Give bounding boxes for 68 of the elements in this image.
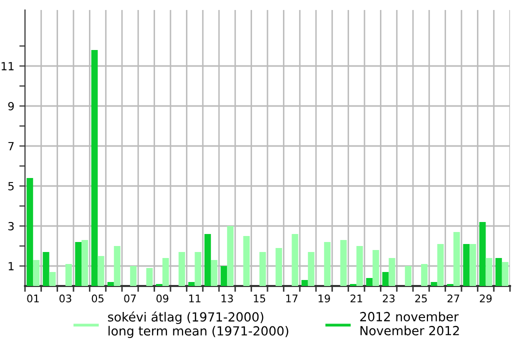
bar xyxy=(146,268,153,286)
bar xyxy=(162,258,169,286)
bar xyxy=(49,272,56,286)
bar xyxy=(178,252,186,286)
x-tick-label: 11 xyxy=(189,294,200,302)
legend-label: sokévi átlag (1971-2000) long term mean (1971-2000) xyxy=(108,311,288,338)
y-tick-label: 3 xyxy=(8,222,14,230)
bar xyxy=(340,240,347,286)
bar xyxy=(301,280,308,286)
bar xyxy=(82,240,88,286)
bar xyxy=(356,246,363,286)
bar xyxy=(421,264,428,286)
bar xyxy=(107,282,114,286)
bar xyxy=(33,260,40,286)
y-tick-label: 1 xyxy=(8,262,14,270)
bar xyxy=(98,256,104,286)
x-tick-label: 25 xyxy=(415,294,427,302)
bar xyxy=(502,262,508,286)
bar xyxy=(486,258,492,286)
bar xyxy=(437,244,444,286)
x-tick-label: 09 xyxy=(156,294,168,302)
bar xyxy=(75,242,82,286)
bar xyxy=(65,264,72,286)
bar xyxy=(227,226,234,286)
x-tick-label: 23 xyxy=(382,294,395,302)
bar xyxy=(388,258,396,286)
x-tick-label: 21 xyxy=(350,294,362,302)
y-tick-label: 5 xyxy=(8,182,14,190)
bar xyxy=(324,242,331,286)
bar xyxy=(463,244,470,286)
bar xyxy=(308,252,314,286)
bar xyxy=(470,244,476,286)
x-tick-label: 05 xyxy=(92,294,104,302)
bar xyxy=(430,282,438,286)
bar xyxy=(220,266,228,286)
x-tick-label: 01 xyxy=(27,294,39,302)
bar xyxy=(210,260,218,286)
bar xyxy=(276,248,282,286)
x-tick-label: 17 xyxy=(286,294,298,302)
bar xyxy=(188,282,195,286)
legend-label: 2012 november November 2012 xyxy=(360,312,459,336)
x-tick-label: 19 xyxy=(318,294,330,302)
x-tick-label: 29 xyxy=(480,294,492,302)
y-tick-label: 7 xyxy=(8,142,14,150)
bar xyxy=(204,234,211,286)
bar xyxy=(453,232,460,286)
bar xyxy=(26,178,34,286)
x-tick-label: 13 xyxy=(222,294,233,302)
bar xyxy=(194,252,202,286)
bar xyxy=(114,246,120,286)
bar xyxy=(372,250,380,286)
bar xyxy=(91,50,98,286)
bar xyxy=(42,252,50,286)
x-tick-label: 15 xyxy=(254,294,266,302)
bar xyxy=(130,266,137,286)
bar xyxy=(243,236,250,286)
x-tick-label: 07 xyxy=(124,294,136,302)
bar xyxy=(404,266,412,286)
bar xyxy=(292,234,298,286)
bar xyxy=(479,222,486,286)
x-tick-label: 27 xyxy=(448,294,460,302)
bar xyxy=(382,272,389,286)
bar xyxy=(366,278,373,286)
y-tick-label: 9 xyxy=(8,102,14,110)
bar xyxy=(259,252,266,286)
x-tick-label: 03 xyxy=(59,294,72,302)
y-tick-label: 11 xyxy=(2,62,14,70)
bar xyxy=(495,258,502,286)
